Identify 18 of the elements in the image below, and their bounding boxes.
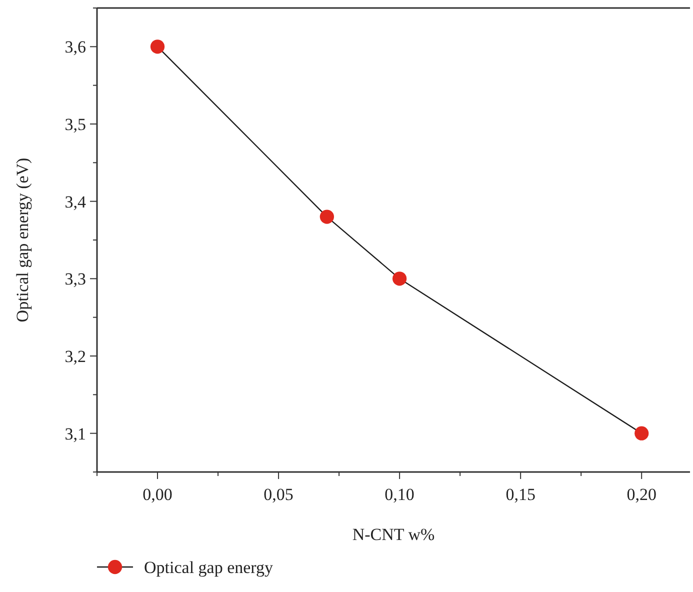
y-tick-label: 3,5 [64,114,86,134]
x-tick-label: 0,10 [384,485,414,504]
y-tick-label: 3,6 [64,38,86,57]
y-tick-label: 3,4 [64,192,86,212]
point [150,40,165,54]
point [320,210,334,224]
x-axis-title: N-CNT w% [352,525,435,544]
y-axis-title: Optical gap energy (eV) [13,158,32,322]
y-tick-label: 3,3 [64,270,86,289]
x-tick-label: 0,00 [142,485,172,504]
x-tick-label: 0,15 [506,485,536,504]
x-tick-label: 0,05 [264,485,294,504]
point [634,426,649,440]
point [392,272,407,286]
y-tick-label: 3,2 [64,346,86,366]
legend-label: Optical gap energy [144,558,274,577]
x-tick-label: 0,20 [626,485,656,504]
y-tick-label: 3,1 [64,424,86,444]
